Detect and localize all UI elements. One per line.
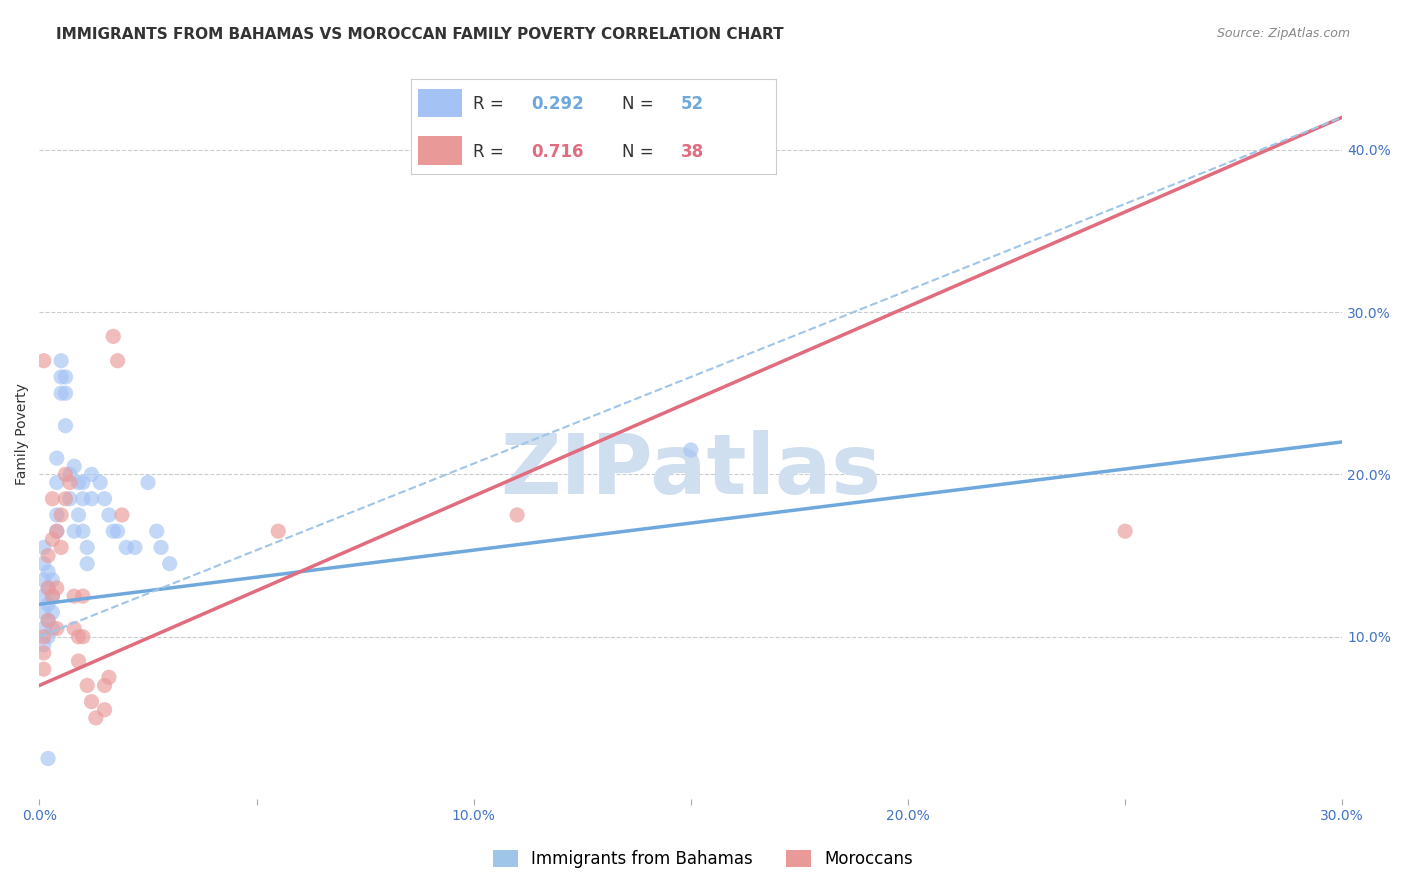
Immigrants from Bahamas bbox=[32, 541, 55, 555]
Immigrants from Bahamas bbox=[93, 491, 115, 506]
Moroccans bbox=[37, 581, 59, 595]
Immigrants from Bahamas bbox=[32, 638, 55, 652]
Immigrants from Bahamas bbox=[72, 524, 94, 539]
Moroccans bbox=[32, 630, 55, 644]
Y-axis label: Family Poverty: Family Poverty bbox=[15, 383, 30, 484]
Moroccans bbox=[72, 630, 94, 644]
Immigrants from Bahamas bbox=[63, 524, 86, 539]
Immigrants from Bahamas bbox=[76, 557, 98, 571]
Immigrants from Bahamas bbox=[159, 557, 181, 571]
Immigrants from Bahamas bbox=[72, 491, 94, 506]
Moroccans bbox=[55, 467, 77, 482]
Legend: Immigrants from Bahamas, Moroccans: Immigrants from Bahamas, Moroccans bbox=[486, 843, 920, 875]
Moroccans bbox=[80, 695, 103, 709]
Immigrants from Bahamas bbox=[32, 573, 55, 587]
Moroccans bbox=[49, 508, 72, 522]
Moroccans bbox=[72, 589, 94, 603]
Moroccans bbox=[49, 541, 72, 555]
Moroccans bbox=[63, 622, 86, 636]
Moroccans bbox=[93, 678, 115, 692]
Moroccans bbox=[267, 524, 290, 539]
Moroccans bbox=[45, 581, 67, 595]
Moroccans bbox=[55, 491, 77, 506]
Immigrants from Bahamas bbox=[80, 491, 103, 506]
Immigrants from Bahamas bbox=[103, 524, 125, 539]
Moroccans bbox=[41, 533, 63, 547]
Immigrants from Bahamas bbox=[63, 459, 86, 474]
Immigrants from Bahamas bbox=[41, 606, 63, 620]
Moroccans bbox=[63, 589, 86, 603]
Immigrants from Bahamas bbox=[32, 606, 55, 620]
Moroccans bbox=[41, 491, 63, 506]
Immigrants from Bahamas bbox=[150, 541, 173, 555]
Immigrants from Bahamas bbox=[67, 508, 90, 522]
Immigrants from Bahamas bbox=[124, 541, 146, 555]
Immigrants from Bahamas bbox=[55, 386, 77, 401]
Immigrants from Bahamas bbox=[136, 475, 159, 490]
Moroccans bbox=[76, 678, 98, 692]
Text: IMMIGRANTS FROM BAHAMAS VS MOROCCAN FAMILY POVERTY CORRELATION CHART: IMMIGRANTS FROM BAHAMAS VS MOROCCAN FAMI… bbox=[56, 27, 785, 42]
Immigrants from Bahamas bbox=[72, 475, 94, 490]
Moroccans bbox=[97, 670, 120, 684]
Immigrants from Bahamas bbox=[32, 622, 55, 636]
Immigrants from Bahamas bbox=[32, 589, 55, 603]
Immigrants from Bahamas bbox=[37, 597, 59, 611]
Moroccans bbox=[67, 654, 90, 668]
Immigrants from Bahamas bbox=[37, 581, 59, 595]
Moroccans bbox=[103, 329, 125, 343]
Moroccans bbox=[45, 524, 67, 539]
Moroccans bbox=[41, 589, 63, 603]
Immigrants from Bahamas bbox=[55, 370, 77, 384]
Immigrants from Bahamas bbox=[37, 565, 59, 579]
Immigrants from Bahamas bbox=[107, 524, 129, 539]
Immigrants from Bahamas bbox=[45, 451, 67, 466]
Immigrants from Bahamas bbox=[49, 353, 72, 368]
Moroccans bbox=[84, 711, 107, 725]
Immigrants from Bahamas bbox=[45, 475, 67, 490]
Immigrants from Bahamas bbox=[97, 508, 120, 522]
Immigrants from Bahamas bbox=[76, 541, 98, 555]
Immigrants from Bahamas bbox=[37, 751, 59, 765]
Immigrants from Bahamas bbox=[32, 557, 55, 571]
Moroccans bbox=[111, 508, 134, 522]
Immigrants from Bahamas bbox=[45, 524, 67, 539]
Text: Source: ZipAtlas.com: Source: ZipAtlas.com bbox=[1216, 27, 1350, 40]
Immigrants from Bahamas bbox=[41, 589, 63, 603]
Immigrants from Bahamas bbox=[67, 475, 90, 490]
Moroccans bbox=[37, 614, 59, 628]
Immigrants from Bahamas bbox=[41, 622, 63, 636]
Immigrants from Bahamas bbox=[55, 418, 77, 433]
Moroccans bbox=[37, 549, 59, 563]
Moroccans bbox=[1114, 524, 1136, 539]
Moroccans bbox=[93, 703, 115, 717]
Moroccans bbox=[67, 630, 90, 644]
Moroccans bbox=[59, 475, 82, 490]
Moroccans bbox=[45, 622, 67, 636]
Moroccans bbox=[32, 646, 55, 660]
Immigrants from Bahamas bbox=[80, 467, 103, 482]
Moroccans bbox=[32, 353, 55, 368]
Immigrants from Bahamas bbox=[37, 614, 59, 628]
Moroccans bbox=[506, 508, 529, 522]
Immigrants from Bahamas bbox=[115, 541, 138, 555]
Immigrants from Bahamas bbox=[59, 467, 82, 482]
Immigrants from Bahamas bbox=[37, 630, 59, 644]
Moroccans bbox=[32, 662, 55, 676]
Immigrants from Bahamas bbox=[41, 573, 63, 587]
Immigrants from Bahamas bbox=[49, 370, 72, 384]
Immigrants from Bahamas bbox=[59, 491, 82, 506]
Immigrants from Bahamas bbox=[45, 508, 67, 522]
Text: ZIPatlas: ZIPatlas bbox=[501, 430, 882, 511]
Immigrants from Bahamas bbox=[145, 524, 167, 539]
Immigrants from Bahamas bbox=[679, 443, 702, 458]
Immigrants from Bahamas bbox=[49, 386, 72, 401]
Immigrants from Bahamas bbox=[89, 475, 111, 490]
Moroccans bbox=[107, 353, 129, 368]
